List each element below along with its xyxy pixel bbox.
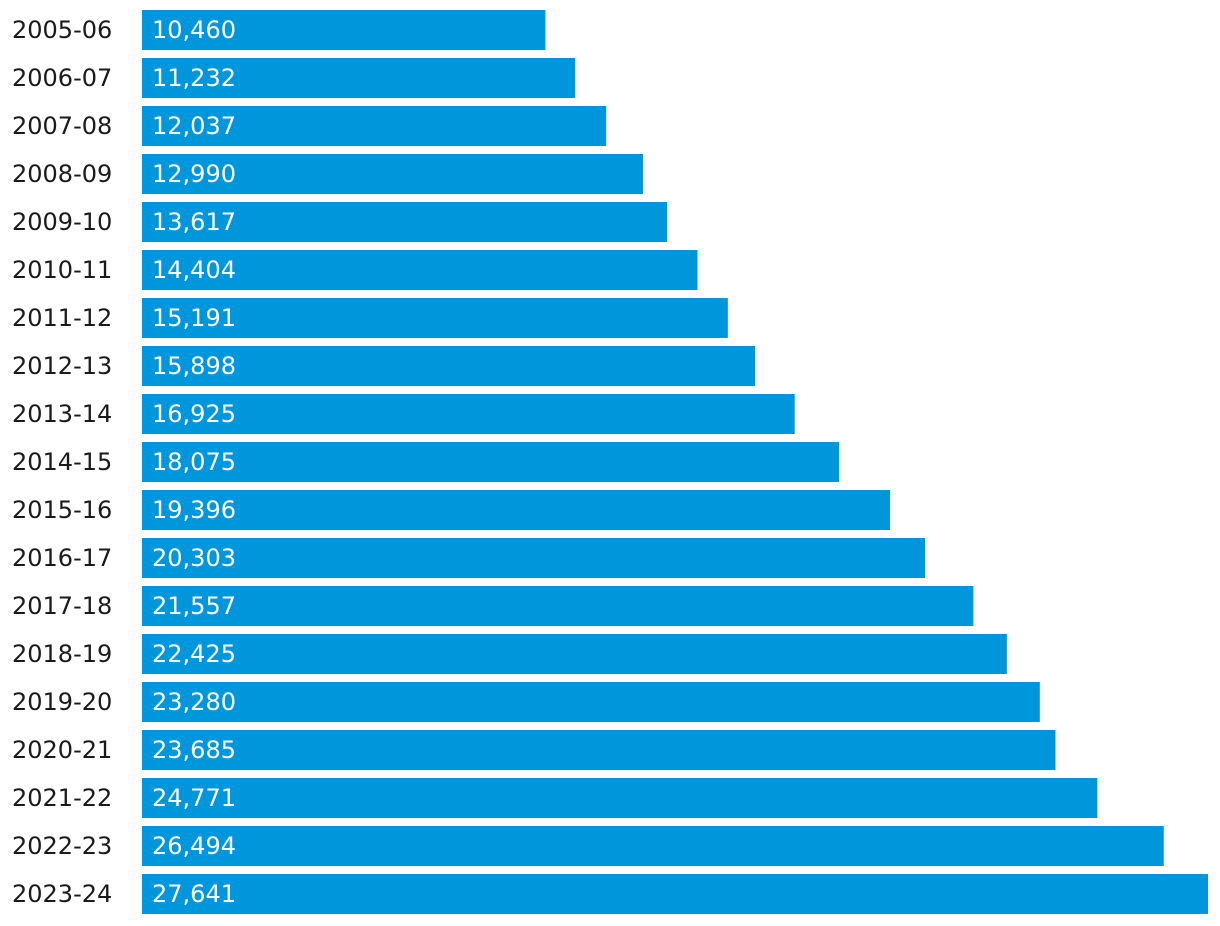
bar-2023-24 [142, 874, 1208, 914]
value-label: 24,771 [152, 784, 236, 812]
value-label: 16,925 [152, 400, 236, 428]
bar-2013-14 [142, 394, 795, 434]
category-labels-group: 2005-06 2006-07 2007-08 2008-09 2009-10 2010-… [12, 16, 112, 908]
bar-2021-22 [142, 778, 1098, 818]
bar-2022-23 [142, 826, 1164, 866]
bar-2017-18 [142, 586, 974, 626]
category-label: 2017-18 [12, 592, 112, 620]
bar-2016-17 [142, 538, 926, 578]
category-label: 2014-15 [12, 448, 112, 476]
value-labels-group: 10,460 11,232 12,037 12,990 13,617 14,404 15,1… [152, 16, 236, 908]
value-label: 19,396 [152, 496, 236, 524]
category-label: 2016-17 [12, 544, 112, 572]
value-label: 11,232 [152, 64, 236, 92]
bar-2019-20 [142, 682, 1040, 722]
category-label: 2006-07 [12, 64, 112, 92]
bar-2020-21 [142, 730, 1056, 770]
value-label: 13,617 [152, 208, 236, 236]
category-label: 2007-08 [12, 112, 112, 140]
value-label: 20,303 [152, 544, 236, 572]
category-label: 2012-13 [12, 352, 112, 380]
bar-2009-10 [142, 202, 668, 242]
value-label: 18,075 [152, 448, 236, 476]
category-label: 2019-20 [12, 688, 112, 716]
category-label: 2013-14 [12, 400, 112, 428]
value-label: 27,641 [152, 880, 236, 908]
bar-2007-08 [142, 106, 607, 146]
bars-group [142, 10, 1208, 914]
category-label: 2021-22 [12, 784, 112, 812]
value-label: 14,404 [152, 256, 236, 284]
value-label: 21,557 [152, 592, 236, 620]
value-label: 23,685 [152, 736, 236, 764]
bar-2015-16 [142, 490, 891, 530]
bar-2012-13 [142, 346, 756, 386]
category-label: 2015-16 [12, 496, 112, 524]
value-label: 23,280 [152, 688, 236, 716]
category-label: 2022-23 [12, 832, 112, 860]
category-label: 2020-21 [12, 736, 112, 764]
value-label: 22,425 [152, 640, 236, 668]
category-label: 2018-19 [12, 640, 112, 668]
bar-2011-12 [142, 298, 728, 338]
bar-2008-09 [142, 154, 643, 194]
category-label: 2009-10 [12, 208, 112, 236]
category-label: 2008-09 [12, 160, 112, 188]
category-label: 2011-12 [12, 304, 112, 332]
bar-2006-07 [142, 58, 576, 98]
value-label: 12,037 [152, 112, 236, 140]
bar-2014-15 [142, 442, 840, 482]
bar-2010-11 [142, 250, 698, 290]
value-label: 10,460 [152, 16, 236, 44]
bar-2005-06 [142, 10, 546, 50]
category-label: 2023-24 [12, 880, 112, 908]
value-label: 26,494 [152, 832, 236, 860]
value-label: 12,990 [152, 160, 236, 188]
value-label: 15,191 [152, 304, 236, 332]
category-label: 2005-06 [12, 16, 112, 44]
bar-2018-19 [142, 634, 1007, 674]
value-label: 15,898 [152, 352, 236, 380]
category-label: 2010-11 [12, 256, 112, 284]
